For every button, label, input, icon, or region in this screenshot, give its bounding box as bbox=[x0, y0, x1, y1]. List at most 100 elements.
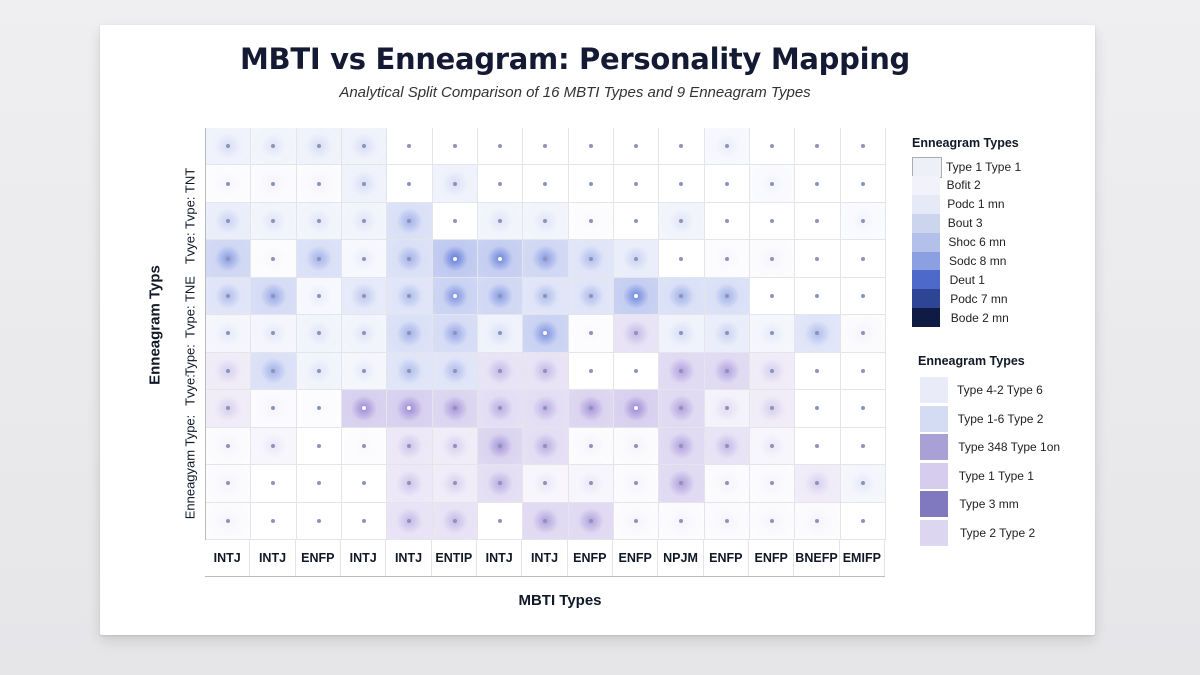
legend-label: Type 3 mm bbox=[959, 497, 1019, 511]
heatmap-cell bbox=[750, 165, 796, 203]
heatmap-cell-marker bbox=[860, 443, 865, 448]
heatmap-cell bbox=[432, 427, 478, 466]
heatmap-cell-marker bbox=[724, 443, 729, 448]
heatmap-cell-marker bbox=[770, 219, 775, 224]
heatmap-cell-marker bbox=[634, 219, 639, 224]
heatmap-cell bbox=[840, 202, 886, 241]
heatmap-cell bbox=[342, 465, 388, 503]
heatmap-cell-marker bbox=[543, 256, 548, 261]
heatmap-cell-marker bbox=[226, 481, 231, 486]
heatmap-cell-marker bbox=[498, 368, 503, 373]
heatmap-cell-marker bbox=[770, 368, 775, 373]
heatmap-cell bbox=[704, 352, 750, 391]
heatmap-cell bbox=[342, 502, 388, 540]
heatmap-cell bbox=[251, 277, 297, 316]
heatmap-cell-marker bbox=[362, 219, 367, 224]
heatmap-cell-marker bbox=[860, 406, 865, 411]
heatmap-cell-marker bbox=[316, 518, 321, 523]
x-tick-label: ENFP bbox=[749, 540, 795, 576]
heatmap-cell bbox=[704, 240, 750, 278]
heatmap-cell bbox=[840, 128, 886, 166]
heatmap-cell-marker bbox=[588, 406, 593, 411]
heatmap-cell bbox=[206, 165, 252, 203]
heatmap-cell-marker bbox=[362, 294, 367, 299]
heatmap-cell bbox=[795, 240, 841, 278]
heatmap-cell-marker bbox=[271, 481, 276, 486]
heatmap-cell bbox=[523, 128, 569, 166]
heatmap-cell-marker bbox=[407, 368, 412, 373]
heatmap-cell-marker bbox=[543, 368, 548, 373]
heatmap-cell bbox=[523, 315, 569, 353]
heatmap-cell-marker bbox=[679, 144, 684, 149]
legend-label: Bofit 2 bbox=[946, 178, 981, 193]
x-tick-label: INTJ bbox=[522, 540, 568, 576]
heatmap-cell bbox=[342, 128, 388, 166]
heatmap-cell bbox=[614, 465, 660, 503]
heatmap-cell bbox=[795, 315, 841, 353]
heatmap-cell-marker bbox=[543, 144, 548, 149]
legend-title: Enneagram Types bbox=[918, 354, 1025, 368]
legend-label: Shoc 6 mn bbox=[948, 235, 1006, 250]
x-tick-label: INTJ bbox=[205, 540, 251, 576]
heatmap-cell bbox=[251, 315, 297, 353]
heatmap-cell bbox=[750, 277, 796, 316]
heatmap-cell bbox=[206, 315, 252, 353]
heatmap-cell-marker bbox=[815, 294, 820, 299]
heatmap-cell bbox=[704, 427, 750, 466]
heatmap-cell-marker bbox=[860, 144, 865, 149]
heatmap-cell bbox=[432, 502, 478, 540]
heatmap-cell bbox=[659, 427, 705, 466]
heatmap-cell-marker bbox=[679, 406, 684, 411]
heatmap-cell-marker bbox=[770, 294, 775, 299]
heatmap-cell bbox=[614, 277, 660, 316]
heatmap-cell-marker bbox=[588, 481, 593, 486]
heatmap-cell-marker bbox=[770, 443, 775, 448]
heatmap-cell-marker bbox=[498, 219, 503, 224]
heatmap-cell-marker bbox=[362, 256, 367, 261]
legend-swatch bbox=[912, 175, 940, 195]
heatmap-cell-marker bbox=[452, 443, 457, 448]
heatmap-cell-marker bbox=[588, 331, 593, 336]
heatmap-cell bbox=[795, 202, 841, 241]
heatmap-cell-marker bbox=[226, 294, 231, 299]
legend-swatch bbox=[912, 270, 940, 290]
heatmap-cell bbox=[478, 165, 524, 203]
chart-subtitle: Analytical Split Comparison of 16 MBTI T… bbox=[339, 84, 811, 101]
heatmap-cell-marker bbox=[226, 368, 231, 373]
heatmap-cell bbox=[659, 277, 705, 316]
heatmap-cell bbox=[478, 502, 524, 540]
legend-label: Sodc 8 mn bbox=[949, 254, 1007, 268]
heatmap-cell bbox=[251, 165, 297, 203]
legend-swatch bbox=[920, 434, 948, 460]
heatmap-cell bbox=[296, 277, 342, 316]
heatmap-cell-marker bbox=[543, 294, 548, 299]
y-tick-label: Type: bbox=[182, 344, 198, 376]
heatmap-cell bbox=[387, 427, 433, 466]
heatmap-cell-marker bbox=[770, 406, 775, 411]
heatmap-cell bbox=[840, 465, 886, 503]
heatmap-cell-marker bbox=[316, 181, 321, 186]
legend-swatch bbox=[920, 377, 948, 403]
x-axis-tick-labels: INTJ INTJ ENFP INTJ INTJ ENTIP INTJ INTJ ENFP ENF… bbox=[205, 540, 885, 577]
heatmap-cell-marker bbox=[543, 181, 548, 186]
heatmap-cell-marker bbox=[860, 331, 865, 336]
heatmap-cell-marker bbox=[543, 518, 548, 523]
heatmap-cell-marker bbox=[634, 294, 639, 299]
heatmap-cell bbox=[206, 352, 252, 391]
heatmap-cell bbox=[523, 352, 569, 391]
heatmap-cell bbox=[387, 165, 433, 203]
heatmap-cell-marker bbox=[452, 144, 457, 149]
legend-label: Deut 1 bbox=[949, 272, 985, 287]
heatmap-cell-marker bbox=[588, 144, 593, 149]
legend-swatch bbox=[912, 251, 940, 271]
heatmap-cell bbox=[387, 277, 433, 316]
heatmap-cell-marker bbox=[815, 219, 820, 224]
heatmap-cell bbox=[750, 315, 796, 353]
legend-swatch bbox=[912, 232, 940, 252]
heatmap-cell bbox=[614, 240, 660, 278]
heatmap-cell-marker bbox=[407, 219, 412, 224]
heatmap-cell bbox=[296, 315, 342, 353]
heatmap-cell-marker bbox=[226, 406, 231, 411]
heatmap-cell-marker bbox=[452, 294, 457, 299]
heatmap-cell bbox=[251, 427, 297, 466]
